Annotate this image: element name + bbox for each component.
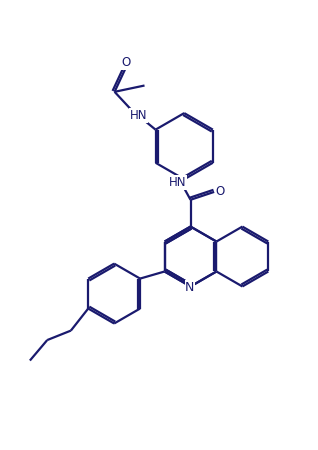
Text: HN: HN [129,109,147,122]
Text: O: O [215,185,225,198]
Text: O: O [121,56,130,69]
Text: HN: HN [169,176,186,189]
Text: N: N [185,281,195,293]
